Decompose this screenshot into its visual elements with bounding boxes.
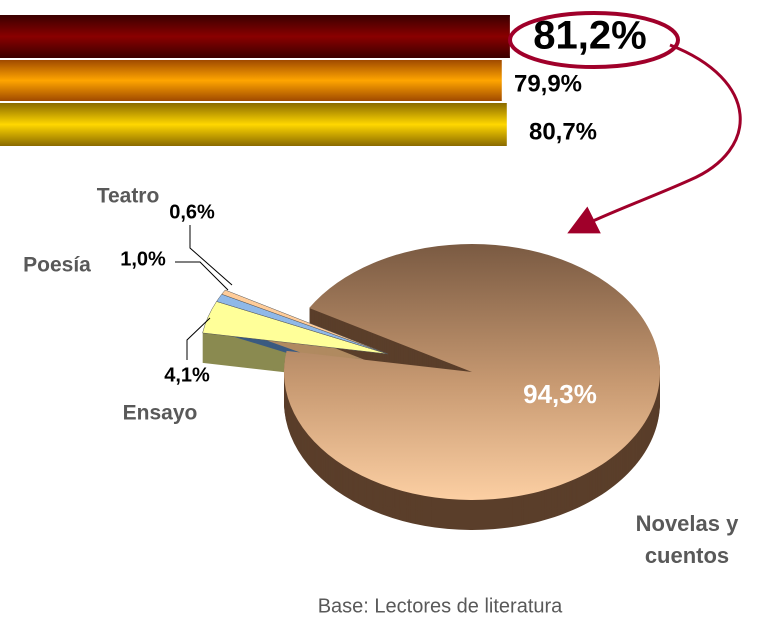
value-label: 4,1% [164,364,210,386]
slice-label: Poesía [23,254,91,277]
value-label: 0,6% [169,201,215,223]
arrow [567,43,742,234]
value-label: 1,0% [120,248,166,270]
bar [0,103,507,146]
value-label: 80,7% [529,118,597,145]
bar [0,15,510,58]
pie-chart: 94,3% 4,1% Ensayo 1,0% Poesía 0,6% Teatro [23,185,660,530]
value-label: 79,9% [514,70,582,97]
label-box [509,17,660,56]
slice-label: Novelas y cuentos [635,511,739,568]
leader-line [186,317,211,360]
leader-line [189,225,233,286]
footnote: Base: Lectores de literatura [318,595,563,617]
slice-label: Teatro [97,185,160,208]
slice-label: Ensayo [123,402,198,425]
bar-chart: 81,2% 79,9% 80,7% [0,14,660,146]
slice [283,244,660,501]
bar [0,60,502,101]
leader-line [175,261,229,291]
highlight-ellipse [508,11,680,69]
value-label: 81,2% [533,14,646,58]
value-label: 94,3% [523,379,597,409]
slice [221,289,389,355]
